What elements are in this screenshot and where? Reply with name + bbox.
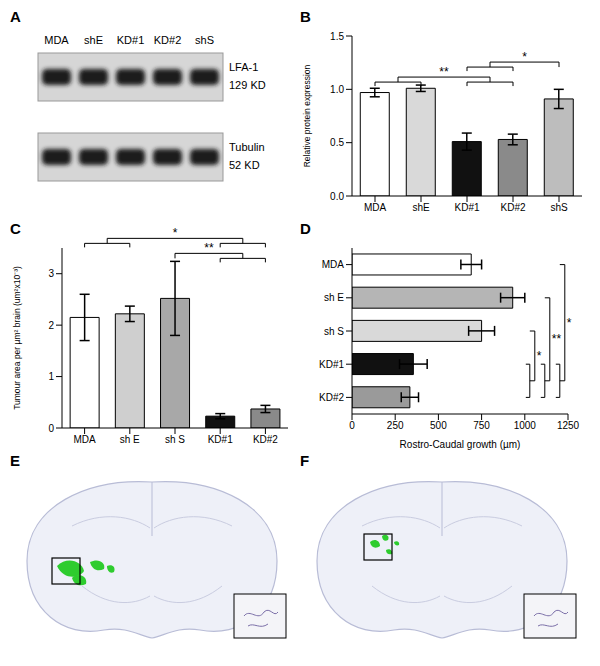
svg-text:MDA: MDA bbox=[364, 202, 387, 213]
svg-text:LFA-1: LFA-1 bbox=[229, 61, 258, 73]
svg-text:sh E: sh E bbox=[120, 434, 140, 445]
svg-text:*: * bbox=[522, 50, 527, 64]
svg-text:sh S: sh S bbox=[324, 326, 344, 337]
svg-text:Tubulin: Tubulin bbox=[229, 141, 265, 153]
svg-text:500: 500 bbox=[430, 420, 447, 431]
svg-text:Relative protein expression: Relative protein expression bbox=[302, 64, 312, 167]
svg-text:KD#1: KD#1 bbox=[454, 202, 479, 213]
svg-text:1000: 1000 bbox=[514, 420, 537, 431]
svg-text:3: 3 bbox=[48, 268, 54, 279]
svg-text:Tumour area per µm² brain (um²: Tumour area per µm² brain (um²x10⁻³) bbox=[12, 266, 22, 410]
svg-text:1.5: 1.5 bbox=[330, 31, 344, 42]
svg-text:Rostro-Caudal growth (µm): Rostro-Caudal growth (µm) bbox=[400, 439, 521, 450]
svg-text:KD#1: KD#1 bbox=[117, 34, 145, 46]
svg-text:0: 0 bbox=[48, 423, 54, 434]
svg-text:*: * bbox=[567, 316, 572, 330]
svg-text:shE: shE bbox=[412, 202, 430, 213]
svg-text:1250: 1250 bbox=[557, 420, 580, 431]
svg-text:KD#1: KD#1 bbox=[208, 434, 233, 445]
svg-text:shS: shS bbox=[550, 202, 568, 213]
html-text:E: E bbox=[10, 452, 20, 469]
svg-text:MDA: MDA bbox=[44, 34, 69, 46]
html-text:B: B bbox=[300, 8, 311, 25]
svg-text:KD#1: KD#1 bbox=[319, 359, 344, 370]
svg-text:MDA: MDA bbox=[73, 434, 96, 445]
svg-text:0.5: 0.5 bbox=[330, 137, 344, 148]
svg-text:**: ** bbox=[439, 65, 449, 79]
html-text:F: F bbox=[300, 452, 310, 469]
svg-text:shE: shE bbox=[84, 34, 103, 46]
svg-text:shS: shS bbox=[195, 34, 214, 46]
html-text:C: C bbox=[10, 220, 21, 237]
html-text:A: A bbox=[10, 8, 21, 25]
svg-text:KD#2: KD#2 bbox=[319, 392, 344, 403]
svg-text:1.0: 1.0 bbox=[330, 84, 344, 95]
svg-text:1: 1 bbox=[48, 371, 54, 382]
svg-text:0: 0 bbox=[349, 420, 355, 431]
svg-text:KD#2: KD#2 bbox=[500, 202, 525, 213]
html-text:D: D bbox=[300, 220, 311, 237]
svg-text:MDA: MDA bbox=[322, 259, 345, 270]
svg-text:250: 250 bbox=[387, 420, 404, 431]
svg-text:sh E: sh E bbox=[324, 292, 344, 303]
svg-text:**: ** bbox=[552, 332, 562, 346]
svg-text:0.0: 0.0 bbox=[330, 191, 344, 202]
svg-text:KD#2: KD#2 bbox=[253, 434, 278, 445]
svg-text:**: ** bbox=[204, 241, 214, 255]
svg-text:129 KD: 129 KD bbox=[229, 79, 266, 91]
svg-text:2: 2 bbox=[48, 320, 54, 331]
svg-text:KD#2: KD#2 bbox=[154, 34, 182, 46]
svg-text:*: * bbox=[537, 349, 542, 363]
svg-text:sh S: sh S bbox=[165, 434, 185, 445]
svg-text:*: * bbox=[173, 226, 178, 240]
svg-text:52 KD: 52 KD bbox=[229, 159, 260, 171]
svg-text:750: 750 bbox=[473, 420, 490, 431]
